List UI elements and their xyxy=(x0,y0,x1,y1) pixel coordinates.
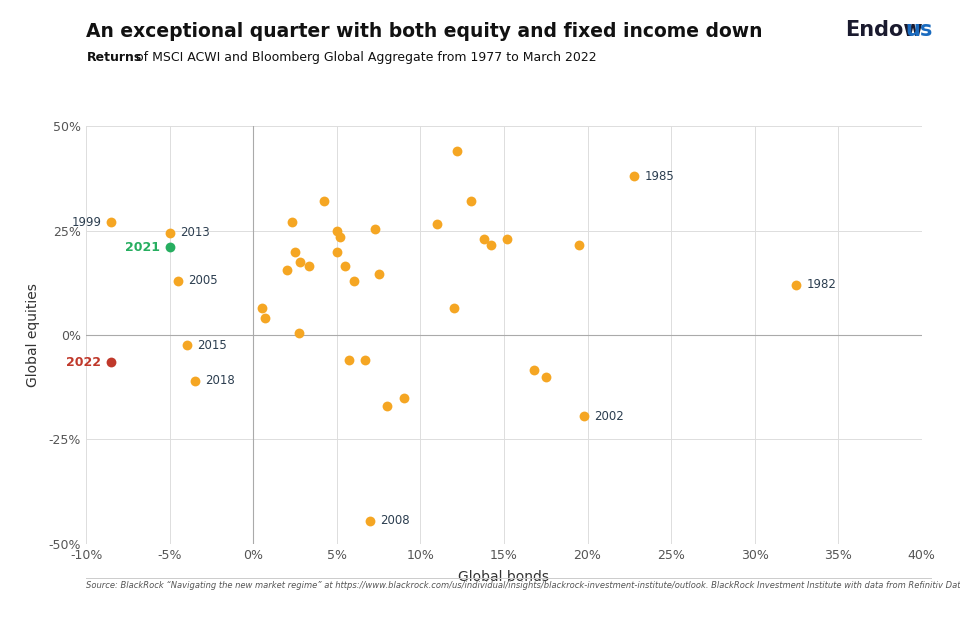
Point xyxy=(329,226,345,236)
Text: of MSCI ACWI and Bloomberg Global Aggregate from 1977 to March 2022: of MSCI ACWI and Bloomberg Global Aggreg… xyxy=(132,51,597,64)
Point xyxy=(187,376,203,386)
Y-axis label: Global equities: Global equities xyxy=(26,283,40,387)
Text: 2008: 2008 xyxy=(380,514,410,527)
Point xyxy=(179,340,194,350)
Text: 2002: 2002 xyxy=(594,410,624,423)
Point xyxy=(358,355,373,365)
Point xyxy=(257,313,273,324)
Point xyxy=(463,197,478,207)
Text: 2015: 2015 xyxy=(197,339,227,352)
Point xyxy=(162,228,178,238)
Point xyxy=(368,224,383,234)
Text: 1999: 1999 xyxy=(71,216,102,229)
Text: 1985: 1985 xyxy=(644,170,674,183)
Point xyxy=(288,246,303,257)
Point xyxy=(332,232,348,242)
Text: Endow: Endow xyxy=(845,20,923,40)
Point xyxy=(300,261,316,271)
Point xyxy=(346,276,361,286)
Text: Source: BlackRock “Navigating the new market regime” at https://www.blackrock.co: Source: BlackRock “Navigating the new ma… xyxy=(86,581,960,590)
Point xyxy=(571,240,587,250)
Text: 2005: 2005 xyxy=(188,274,218,287)
Point xyxy=(104,217,119,228)
Point xyxy=(254,303,270,313)
Point xyxy=(429,219,444,229)
Text: Returns: Returns xyxy=(86,51,142,64)
Point xyxy=(104,357,119,367)
Point xyxy=(291,328,306,338)
Point xyxy=(476,234,492,244)
Point xyxy=(363,516,378,526)
Text: 2022: 2022 xyxy=(66,356,102,368)
Point xyxy=(499,234,515,244)
Point xyxy=(449,147,465,157)
Point xyxy=(788,280,804,290)
Text: 2013: 2013 xyxy=(180,226,209,240)
X-axis label: Global bonds: Global bonds xyxy=(459,571,549,585)
Point xyxy=(338,261,353,271)
Point xyxy=(371,269,386,279)
Text: An exceptional quarter with both equity and fixed income down: An exceptional quarter with both equity … xyxy=(86,22,763,41)
Point xyxy=(526,365,541,375)
Point xyxy=(329,246,345,257)
Text: 2018: 2018 xyxy=(205,374,235,387)
Point xyxy=(162,242,178,252)
Point xyxy=(341,355,356,365)
Text: 1982: 1982 xyxy=(806,279,836,291)
Point xyxy=(171,276,186,286)
Point xyxy=(293,257,308,267)
Point xyxy=(446,303,462,313)
Point xyxy=(379,401,395,411)
Point xyxy=(538,372,553,382)
Text: us: us xyxy=(905,20,933,40)
Point xyxy=(627,171,642,181)
Point xyxy=(396,392,412,403)
Point xyxy=(483,240,498,250)
Point xyxy=(316,197,331,207)
Point xyxy=(284,217,300,228)
Point xyxy=(279,265,295,276)
Text: 2021: 2021 xyxy=(125,241,160,254)
Point xyxy=(577,411,592,422)
